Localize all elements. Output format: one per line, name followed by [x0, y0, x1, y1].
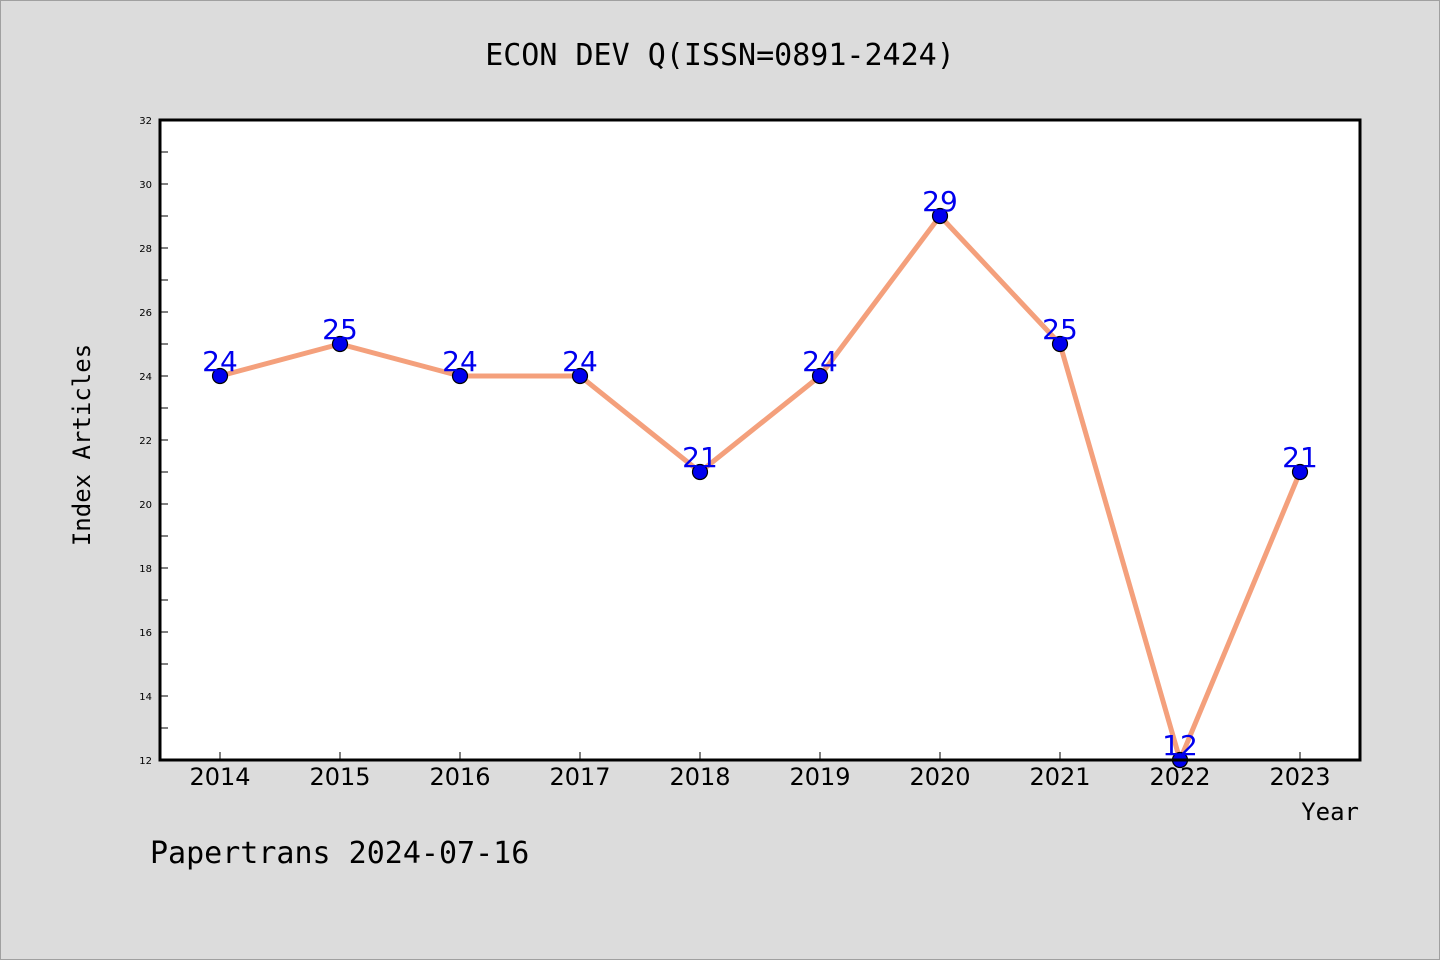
y-tick-label: 30 — [139, 180, 152, 191]
data-label: 24 — [802, 345, 838, 378]
x-tick-label: 2021 — [1029, 763, 1090, 791]
data-point — [1291, 463, 1309, 481]
y-tick-label: 20 — [139, 500, 152, 511]
y-tick-label: 28 — [139, 244, 152, 255]
data-label: 24 — [562, 345, 598, 378]
data-label: 24 — [442, 345, 478, 378]
y-tick-label: 22 — [139, 436, 152, 447]
x-axis-ticks: 2014 2015 2016 2017 2018 2019 2020 2021 2022 2023 — [189, 752, 1331, 791]
y-tick-label: 12 — [139, 756, 152, 767]
chart-title: ECON DEV Q(ISSN=0891-2424) — [485, 38, 955, 73]
data-label: 24 — [202, 345, 238, 378]
x-axis-label: Year — [1301, 798, 1359, 826]
y-tick-label: 18 — [139, 564, 152, 575]
data-label: 25 — [322, 313, 358, 346]
data-point — [1051, 335, 1069, 353]
data-point — [571, 367, 589, 385]
x-tick-label: 2018 — [669, 763, 730, 791]
x-tick-label: 2014 — [189, 763, 250, 791]
data-point — [331, 335, 349, 353]
plot-area — [160, 120, 1360, 760]
x-tick-label: 2023 — [1269, 763, 1330, 791]
data-label: 21 — [682, 441, 718, 474]
x-tick-label: 2019 — [789, 763, 850, 791]
x-tick-label: 2020 — [909, 763, 970, 791]
y-axis-label: Index Articles — [68, 344, 96, 546]
data-point — [691, 463, 709, 481]
y-tick-label: 26 — [139, 308, 152, 319]
data-label: 21 — [1282, 441, 1318, 474]
y-axis-ticks: 12 14 16 18 20 22 24 26 28 30 32 — [139, 116, 168, 767]
series-line — [219, 213, 1303, 763]
data-label: 29 — [922, 185, 958, 218]
y-tick-label: 16 — [139, 628, 152, 639]
y-tick-label: 24 — [139, 372, 152, 383]
data-markers — [211, 207, 1309, 769]
y-tick-label: 14 — [139, 692, 152, 703]
data-point — [211, 367, 229, 385]
footer-note: Papertrans 2024-07-16 — [150, 836, 530, 871]
series-line-group — [219, 213, 1303, 763]
data-label: 12 — [1162, 729, 1198, 762]
x-tick-label: 2015 — [309, 763, 370, 791]
y-tick-label: 32 — [139, 116, 152, 127]
data-point — [811, 367, 829, 385]
data-labels: 24 25 24 24 21 24 29 25 12 21 — [202, 185, 1318, 762]
data-point — [931, 207, 949, 225]
data-point — [451, 367, 469, 385]
x-tick-label: 2016 — [429, 763, 490, 791]
x-tick-label: 2017 — [549, 763, 610, 791]
data-label: 25 — [1042, 313, 1078, 346]
plot-border — [158, 118, 1362, 762]
